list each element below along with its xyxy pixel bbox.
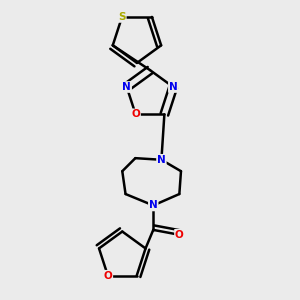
- Text: N: N: [157, 155, 166, 165]
- Text: N: N: [169, 82, 178, 92]
- Text: O: O: [175, 230, 184, 240]
- Text: O: O: [103, 271, 112, 281]
- Text: N: N: [149, 200, 158, 210]
- Text: N: N: [122, 82, 131, 92]
- Text: S: S: [118, 12, 126, 22]
- Text: O: O: [131, 110, 140, 119]
